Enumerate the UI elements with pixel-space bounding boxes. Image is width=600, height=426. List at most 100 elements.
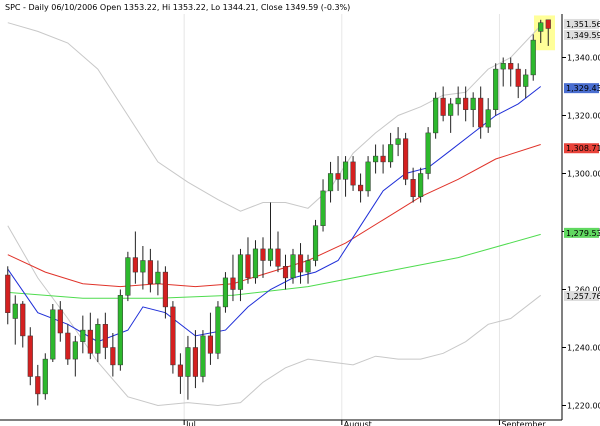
- candle-body-down: [350, 161, 356, 186]
- candle: [425, 127, 431, 180]
- value-tag-box: [564, 227, 599, 238]
- candle: [57, 301, 63, 342]
- candle-body-down: [380, 155, 386, 163]
- candle: [162, 266, 168, 319]
- candle: [500, 57, 506, 87]
- candle-body-up: [523, 74, 529, 87]
- candle-body-down: [192, 347, 199, 377]
- candle: [440, 86, 446, 122]
- candle-body-up: [342, 161, 349, 180]
- candle-body-up: [95, 324, 101, 354]
- candle-body-down: [177, 364, 183, 377]
- candle: [455, 86, 461, 116]
- candle: [185, 335, 191, 400]
- y-tick-label: 1,220.00: [567, 402, 600, 411]
- candle: [508, 57, 514, 87]
- x-axis: JulAugustSeptemberOctober: [0, 419, 562, 426]
- y-axis: 1,220.001,240.001,260.001,280.001,300.00…: [561, 14, 600, 420]
- candle: [320, 179, 326, 232]
- value-tag-label: 1,308.71: [566, 144, 600, 153]
- candle: [5, 266, 11, 325]
- highlight-box: [533, 15, 556, 51]
- value-tag: 1,308.71: [564, 143, 600, 154]
- candle: [403, 132, 409, 186]
- value-tag-box: [564, 143, 599, 154]
- candle: [117, 289, 123, 371]
- bollinger-upper-line: [7, 22, 542, 212]
- candle: [87, 312, 93, 360]
- x-tick-label: Jul: [185, 420, 196, 426]
- plot-area: [0, 14, 560, 420]
- candle: [260, 237, 266, 278]
- candle: [290, 248, 296, 284]
- candle-body-up: [200, 335, 206, 377]
- candle: [155, 260, 161, 296]
- candle: [380, 144, 386, 174]
- candle-body-up: [470, 97, 476, 110]
- y-tick-label: 1,260.00: [567, 286, 600, 295]
- candle-body-up: [50, 309, 56, 360]
- candle: [50, 304, 56, 362]
- value-tag-box: [564, 29, 599, 40]
- value-tag: 1,279.53: [564, 227, 600, 238]
- candle: [478, 86, 484, 139]
- candle-body-up: [500, 63, 506, 70]
- candle-body-up: [155, 271, 161, 284]
- value-tag-label: 1,279.53: [566, 229, 600, 238]
- candle-body-down: [5, 274, 11, 313]
- bollinger-bands: [7, 22, 542, 407]
- candle-body-down: [515, 68, 521, 87]
- candle: [545, 19, 551, 46]
- candle-body-down: [162, 271, 168, 308]
- candle-body-up: [185, 347, 191, 377]
- y-tick-label: 1,320.00: [567, 112, 600, 121]
- candle-body-up: [455, 97, 461, 105]
- candle: [192, 330, 199, 389]
- candle-body-up: [433, 97, 439, 134]
- candle-body-up: [312, 225, 319, 261]
- candlesticks: [5, 19, 551, 406]
- candle-body-down: [35, 376, 41, 395]
- candle: [267, 202, 274, 267]
- candle-body-up: [365, 161, 371, 192]
- value-tag-label: 1,349.59: [566, 31, 600, 40]
- candle: [410, 167, 416, 203]
- candle-body-up: [222, 277, 229, 308]
- candle-body-up: [125, 257, 131, 296]
- candle: [237, 248, 244, 302]
- candle: [12, 295, 18, 345]
- candle-body-down: [230, 277, 236, 290]
- candle: [177, 353, 183, 394]
- candle-body-down: [147, 260, 153, 284]
- candle-body-down: [440, 97, 446, 116]
- candle-body-down: [65, 332, 71, 360]
- last-value-tags: 1,351.56 1,349.59 1,329.43 1,308.71 1,279.53…: [564, 18, 600, 301]
- value-tag-label: 1,351.56: [566, 20, 600, 29]
- candle: [27, 327, 33, 386]
- candle-body-down: [170, 306, 176, 366]
- value-tag: 1,257.76: [564, 290, 600, 301]
- candle: [140, 246, 146, 290]
- candle: [147, 248, 153, 293]
- value-tag: 1,329.43: [564, 83, 600, 94]
- candle: [65, 324, 71, 365]
- candle: [170, 301, 176, 374]
- candle-body-down: [27, 335, 33, 377]
- candle: [230, 254, 236, 302]
- y-tick-label: 1,340.00: [567, 54, 600, 63]
- candle: [365, 156, 371, 197]
- candle-body-up: [327, 173, 334, 192]
- value-tag-box: [564, 83, 599, 94]
- candle-body-down: [478, 97, 484, 128]
- candle-body-up: [448, 103, 454, 116]
- candle-body-up: [72, 341, 78, 360]
- candle-body-down: [403, 138, 409, 180]
- candle-body-up: [418, 173, 424, 197]
- candle: [125, 251, 131, 302]
- bollinger-lower-line: [7, 225, 542, 407]
- candle: [335, 156, 341, 191]
- candle-body-down: [110, 347, 116, 366]
- candle: [245, 237, 251, 284]
- candle-body-up: [305, 260, 311, 273]
